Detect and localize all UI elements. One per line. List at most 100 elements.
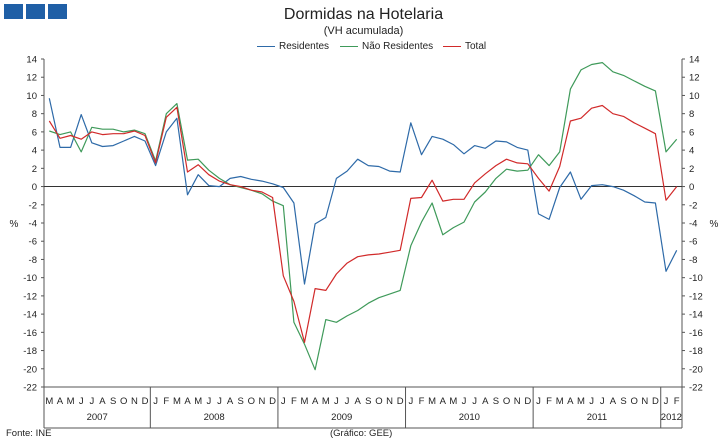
x-tick-label-month: S: [620, 396, 626, 407]
x-tick-label-month: A: [567, 396, 574, 407]
y-tick-label-left: -2: [29, 200, 37, 211]
x-tick-label-month: M: [45, 396, 53, 407]
x-tick-label-month: S: [493, 396, 499, 407]
y-tick-label-left: -10: [23, 273, 37, 284]
x-tick-label-month: D: [397, 396, 404, 407]
y-tick-label-right: 4: [689, 146, 694, 157]
x-tick-label-month: O: [630, 396, 637, 407]
x-tick-label-month: J: [664, 396, 669, 407]
legend-swatch-residentes: [257, 46, 275, 47]
x-tick-label-month: A: [184, 396, 191, 407]
legend-item-nao-residentes: Não Residentes: [340, 41, 433, 52]
x-tick-label-month: A: [482, 396, 489, 407]
x-tick-label-month: J: [89, 396, 94, 407]
x-tick-label-month: D: [269, 396, 276, 407]
y-tick-label-left: -12: [23, 291, 37, 302]
x-tick-label-month: A: [57, 396, 64, 407]
legend-swatch-nao-residentes: [340, 46, 358, 47]
y-tick-label-left: 12: [26, 73, 37, 84]
y-tick-label-left: -16: [23, 328, 37, 339]
x-tick-label-month: J: [472, 396, 477, 407]
source-note: Fonte: INE: [6, 428, 52, 439]
y-axis-title-left: %: [10, 219, 19, 230]
x-tick-label-month: M: [556, 396, 564, 407]
x-tick-label-month: J: [408, 396, 413, 407]
gee-logo-icon: [4, 4, 23, 19]
y-tick-label-left: -20: [23, 364, 37, 375]
y-tick-label-left: 2: [32, 164, 37, 175]
x-tick-label-month: M: [194, 396, 202, 407]
y-tick-label-left: 10: [26, 91, 37, 102]
x-tick-label-month: J: [600, 396, 605, 407]
x-tick-label-month: J: [334, 396, 339, 407]
x-tick-label-month: N: [131, 396, 138, 407]
y-tick-label-right: -14: [689, 310, 703, 321]
x-tick-label-month: A: [312, 396, 319, 407]
y-tick-label-right: -12: [689, 291, 703, 302]
y-tick-label-right: 8: [689, 109, 694, 120]
credit-note: (Gráfico: GEE): [330, 428, 393, 439]
x-tick-label-month: F: [674, 396, 680, 407]
y-tick-label-right: -16: [689, 328, 703, 339]
y-tick-label-right: -22: [689, 383, 703, 394]
y-tick-label-right: -20: [689, 364, 703, 375]
legend-item-total: Total: [443, 41, 486, 52]
x-tick-label-month: O: [120, 396, 127, 407]
y-tick-label-right: -18: [689, 346, 703, 357]
x-tick-label-year: 2010: [459, 412, 480, 423]
x-tick-label-month: A: [355, 396, 362, 407]
x-tick-label-year: 2011: [587, 412, 607, 423]
x-tick-label-month: M: [301, 396, 309, 407]
x-tick-label-month: A: [610, 396, 617, 407]
y-tick-label-left: -18: [23, 346, 37, 357]
x-tick-label-month: S: [238, 396, 244, 407]
series-line-nao-residentes: [49, 61, 678, 371]
series-line-residentes: [48, 98, 678, 285]
x-tick-label-month: M: [449, 396, 457, 407]
legend-swatch-total: [443, 46, 461, 47]
gee-logo-icon: [48, 4, 67, 19]
y-tick-label-right: 6: [689, 127, 694, 138]
x-tick-label-month: F: [419, 396, 425, 407]
x-tick-label-month: M: [577, 396, 585, 407]
y-tick-label-right: -6: [689, 237, 697, 248]
x-tick-label-month: N: [641, 396, 648, 407]
legend-item-residentes: Residentes: [257, 41, 329, 52]
x-tick-label-year: 2009: [331, 412, 352, 423]
y-tick-label-left: 8: [32, 109, 37, 120]
x-tick-label-year: 2007: [87, 412, 108, 423]
x-tick-label-month: M: [322, 396, 330, 407]
x-tick-label-month: M: [428, 396, 436, 407]
x-tick-label-month: J: [79, 396, 84, 407]
gee-logo-icon: [26, 4, 45, 19]
x-tick-label-month: A: [227, 396, 234, 407]
legend-label-residentes: Residentes: [279, 41, 330, 52]
x-tick-label-month: F: [546, 396, 552, 407]
x-tick-label-month: S: [110, 396, 116, 407]
chart-title: Dormidas na Hotelaria: [283, 6, 444, 23]
y-tick-label-right: 2: [689, 164, 694, 175]
y-tick-label-right: -8: [689, 255, 697, 266]
y-tick-label-left: 4: [32, 146, 37, 157]
legend-label-total: Total: [465, 41, 487, 52]
x-tick-label-month: F: [291, 396, 297, 407]
y-tick-label-right: 14: [689, 55, 700, 66]
legend-label-nao-residentes: Não Residentes: [362, 41, 434, 52]
x-tick-label-month: F: [163, 396, 169, 407]
x-tick-label-month: D: [524, 396, 531, 407]
x-tick-label-month: A: [99, 396, 106, 407]
x-tick-label-month: O: [248, 396, 255, 407]
x-tick-label-month: O: [375, 396, 382, 407]
y-tick-label-left: 14: [26, 55, 37, 66]
x-tick-label-month: O: [503, 396, 510, 407]
x-tick-label-month: J: [206, 396, 211, 407]
y-tick-label-left: 6: [32, 127, 37, 138]
y-tick-label-right: -4: [689, 219, 697, 230]
y-tick-label-right: 0: [689, 182, 694, 193]
x-tick-label-year: 2012: [661, 412, 682, 423]
x-tick-label-month: J: [589, 396, 594, 407]
y-tick-label-right: 12: [689, 73, 700, 84]
x-tick-label-month: J: [462, 396, 467, 407]
y-tick-label-left: -8: [29, 255, 37, 266]
